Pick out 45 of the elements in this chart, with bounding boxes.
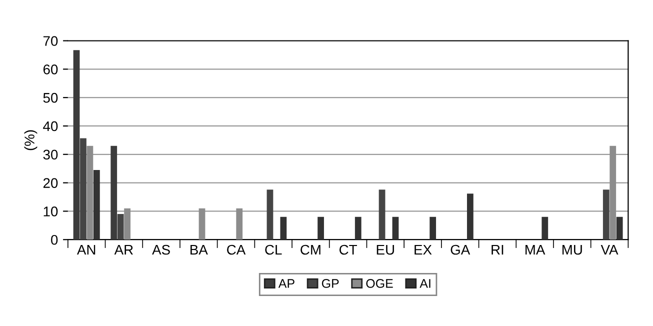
bar [93, 170, 100, 240]
x-tick-label: RI [492, 244, 504, 255]
legend-label: OGE [366, 279, 393, 288]
y-tick-label: 70 [43, 36, 58, 46]
x-tick-label: AN [76, 244, 96, 255]
bar [610, 146, 616, 240]
y-tick-label: 20 [43, 178, 58, 188]
bar [124, 208, 130, 240]
y-tick-label: 0 [51, 234, 58, 245]
y-tick-label: 30 [43, 150, 58, 160]
x-tick-label: MU [562, 244, 582, 255]
x-tick-label: VA [600, 244, 618, 255]
bar [466, 194, 474, 240]
x-tick-label: AR [114, 244, 133, 255]
x-tick-label: GA [450, 244, 470, 255]
bar [602, 190, 610, 240]
x-tick-label: BA [190, 244, 208, 255]
x-tick-label: EX [414, 244, 432, 255]
y-tick-label: 50 [43, 92, 58, 103]
bar [542, 216, 548, 240]
bar [378, 190, 386, 240]
x-tick-label: CA [227, 244, 246, 255]
y-tick-label: 40 [43, 121, 58, 132]
x-tick-label: EU [376, 244, 394, 255]
bar [354, 216, 362, 240]
bar [318, 216, 324, 240]
bar [616, 216, 623, 240]
y-tick-label: 10 [44, 206, 58, 216]
x-tick-label: CL [265, 244, 282, 255]
bar [430, 216, 436, 240]
bar [86, 146, 94, 240]
legend-label: GP [322, 279, 339, 288]
y-axis-title: (%) [24, 130, 38, 150]
x-tick-label: MA [526, 244, 546, 255]
legend-label: AI [420, 279, 430, 288]
x-tick-label: CT [340, 244, 357, 255]
x-tick-label: AS [152, 244, 170, 255]
bar [198, 208, 206, 240]
y-tick-label: 60 [43, 64, 58, 74]
x-tick-label: CM [300, 244, 320, 255]
bar [392, 216, 399, 240]
bar [266, 190, 274, 240]
bar [280, 216, 287, 240]
bar [236, 208, 243, 240]
legend-label: AP [278, 279, 294, 288]
